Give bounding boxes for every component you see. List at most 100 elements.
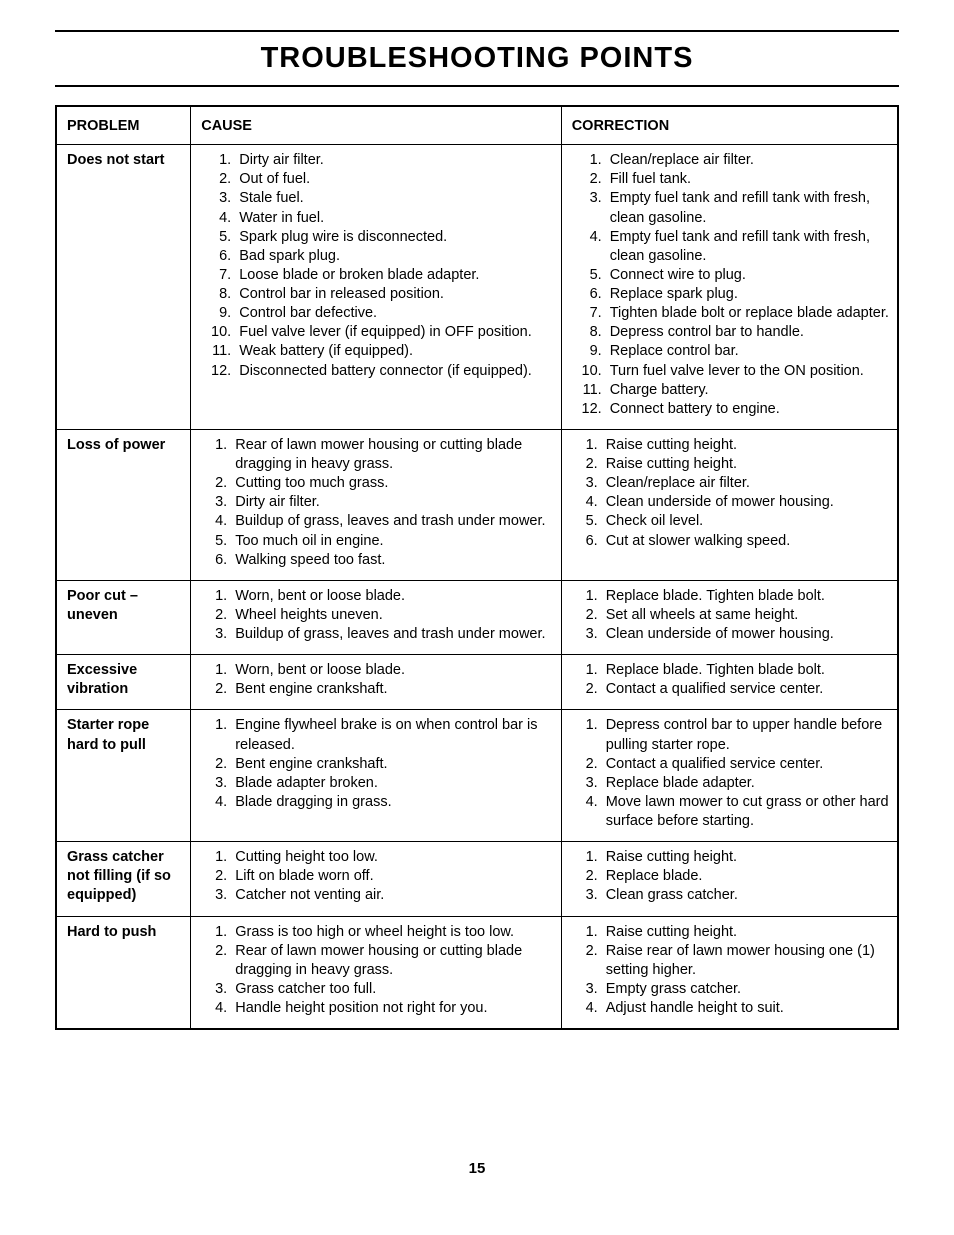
problem-label: Starter rope hard to pull	[67, 717, 149, 752]
cause-item: Loose blade or broken blade adapter.	[235, 266, 554, 285]
cause-item: Grass is too high or wheel height is too…	[231, 923, 554, 942]
table-row: Grass catcher not filling (if so equippe…	[56, 842, 898, 916]
cause-item: Bent engine crankshaft.	[231, 755, 554, 774]
cause-item: Control bar defective.	[235, 304, 554, 323]
cause-item: Out of fuel.	[235, 170, 554, 189]
cause-cell: Worn, bent or loose blade.Wheel heights …	[191, 580, 561, 654]
title-underline	[55, 85, 899, 87]
correction-item: Tighten blade bolt or replace blade adap…	[606, 304, 891, 323]
cause-cell: Worn, bent or loose blade.Bent engine cr…	[191, 655, 561, 710]
page: TROUBLESHOOTING POINTS PROBLEM CAUSE COR…	[0, 0, 954, 1177]
problem-cell: Does not start	[56, 145, 191, 430]
cause-item: Dirty air filter.	[235, 151, 554, 170]
correction-cell: Clean/replace air filter.Fill fuel tank.…	[561, 145, 898, 430]
problem-label: Grass catcher not filling (if so equippe…	[67, 849, 171, 903]
cause-item: Rear of lawn mower housing or cutting bl…	[231, 942, 554, 980]
cause-item: Buildup of grass, leaves and trash under…	[231, 512, 554, 531]
correction-item: Clean grass catcher.	[602, 886, 891, 905]
cause-item: Control bar in released position.	[235, 285, 554, 304]
problem-cell: Grass catcher not filling (if so equippe…	[56, 842, 191, 916]
cause-item: Blade adapter broken.	[231, 774, 554, 793]
correction-cell: Depress control bar to upper handle befo…	[561, 710, 898, 842]
cause-item: Walking speed too fast.	[231, 551, 554, 570]
problem-cell: Poor cut – uneven	[56, 580, 191, 654]
correction-item: Clean underside of mower housing.	[602, 493, 891, 512]
problem-label: Hard to push	[67, 924, 156, 940]
cause-item: Catcher not venting air.	[231, 886, 554, 905]
table-row: Does not start Dirty air filter.Out of fu…	[56, 145, 898, 430]
cause-item: Stale fuel.	[235, 189, 554, 208]
cause-item: Cutting height too low.	[231, 848, 554, 867]
table-row: Loss of power Rear of lawn mower housing …	[56, 429, 898, 580]
correction-item: Replace blade.	[602, 867, 891, 886]
cause-item: Handle height position not right for you…	[231, 999, 554, 1018]
correction-item: Contact a qualified service center.	[602, 755, 891, 774]
correction-item: Clean/replace air filter.	[606, 151, 891, 170]
cause-cell: Engine flywheel brake is on when control…	[191, 710, 561, 842]
problem-cell: Hard to push	[56, 916, 191, 1029]
correction-cell: Replace blade. Tighten blade bolt.Contac…	[561, 655, 898, 710]
page-title: TROUBLESHOOTING POINTS	[55, 42, 899, 75]
correction-cell: Raise cutting height.Raise cutting heigh…	[561, 429, 898, 580]
correction-item: Clean underside of mower housing.	[602, 625, 891, 644]
correction-item: Turn fuel valve lever to the ON position…	[606, 362, 891, 381]
cause-item: Spark plug wire is disconnected.	[235, 228, 554, 247]
cause-cell: Dirty air filter.Out of fuel.Stale fuel.…	[191, 145, 561, 430]
cause-item: Grass catcher too full.	[231, 980, 554, 999]
correction-item: Raise cutting height.	[602, 436, 891, 455]
cause-item: Weak battery (if equipped).	[235, 342, 554, 361]
cause-item: Blade dragging in grass.	[231, 793, 554, 812]
cause-item: Wheel heights uneven.	[231, 606, 554, 625]
problem-label: Does not start	[67, 152, 165, 168]
table-row: Hard to push Grass is too high or wheel h…	[56, 916, 898, 1029]
table-row: Excessive vibration Worn, bent or loose b…	[56, 655, 898, 710]
correction-item: Replace blade. Tighten blade bolt.	[602, 587, 891, 606]
correction-item: Replace blade. Tighten blade bolt.	[602, 661, 891, 680]
cause-cell: Rear of lawn mower housing or cutting bl…	[191, 429, 561, 580]
top-rule	[55, 30, 899, 32]
col-correction-header: CORRECTION	[561, 106, 898, 145]
correction-item: Raise rear of lawn mower housing one (1)…	[602, 942, 891, 980]
correction-item: Empty fuel tank and refill tank with fre…	[606, 189, 891, 227]
cause-item: Bad spark plug.	[235, 247, 554, 266]
correction-item: Raise cutting height.	[602, 848, 891, 867]
cause-item: Dirty air filter.	[231, 493, 554, 512]
correction-cell: Raise cutting height.Replace blade.Clean…	[561, 842, 898, 916]
correction-item: Empty fuel tank and refill tank with fre…	[606, 228, 891, 266]
cause-cell: Cutting height too low.Lift on blade wor…	[191, 842, 561, 916]
table-row: Poor cut – uneven Worn, bent or loose bla…	[56, 580, 898, 654]
correction-item: Clean/replace air filter.	[602, 474, 891, 493]
correction-item: Move lawn mower to cut grass or other ha…	[602, 793, 891, 831]
problem-cell: Excessive vibration	[56, 655, 191, 710]
cause-item: Engine flywheel brake is on when control…	[231, 716, 554, 754]
problem-cell: Loss of power	[56, 429, 191, 580]
page-number: 15	[55, 1160, 899, 1177]
table-row: Starter rope hard to pull Engine flywheel…	[56, 710, 898, 842]
correction-item: Cut at slower walking speed.	[602, 532, 891, 551]
col-cause-header: CAUSE	[191, 106, 561, 145]
correction-item: Adjust handle height to suit.	[602, 999, 891, 1018]
problem-label: Poor cut – uneven	[67, 588, 138, 623]
cause-item: Cutting too much grass.	[231, 474, 554, 493]
cause-item: Worn, bent or loose blade.	[231, 661, 554, 680]
troubleshooting-table: PROBLEM CAUSE CORRECTION Does not startD…	[55, 105, 899, 1030]
cause-cell: Grass is too high or wheel height is too…	[191, 916, 561, 1029]
cause-item: Water in fuel.	[235, 209, 554, 228]
correction-item: Replace spark plug.	[606, 285, 891, 304]
cause-item: Buildup of grass, leaves and trash under…	[231, 625, 554, 644]
correction-item: Depress control bar to upper handle befo…	[602, 716, 891, 754]
cause-item: Too much oil in engine.	[231, 532, 554, 551]
correction-item: Set all wheels at same height.	[602, 606, 891, 625]
cause-item: Rear of lawn mower housing or cutting bl…	[231, 436, 554, 474]
cause-item: Fuel valve lever (if equipped) in OFF po…	[235, 323, 554, 342]
cause-item: Bent engine crankshaft.	[231, 680, 554, 699]
correction-item: Charge battery.	[606, 381, 891, 400]
table-header-row: PROBLEM CAUSE CORRECTION	[56, 106, 898, 145]
correction-item: Fill fuel tank.	[606, 170, 891, 189]
cause-item: Lift on blade worn off.	[231, 867, 554, 886]
correction-item: Contact a qualified service center.	[602, 680, 891, 699]
problem-label: Excessive vibration	[67, 662, 137, 697]
correction-cell: Replace blade. Tighten blade bolt.Set al…	[561, 580, 898, 654]
problem-label: Loss of power	[67, 437, 165, 453]
col-problem-header: PROBLEM	[56, 106, 191, 145]
